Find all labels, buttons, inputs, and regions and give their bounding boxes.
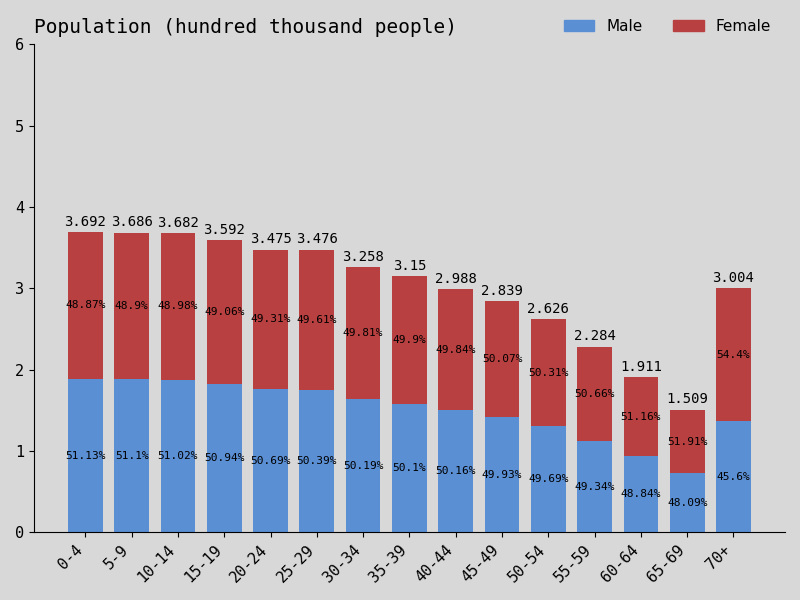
- Text: 49.93%: 49.93%: [482, 470, 522, 480]
- Bar: [623, 457, 658, 532]
- Text: 49.06%: 49.06%: [204, 307, 245, 317]
- Text: 3.692: 3.692: [65, 215, 106, 229]
- Text: 54.4%: 54.4%: [717, 350, 750, 359]
- Text: 3.686: 3.686: [110, 215, 153, 229]
- Bar: [670, 473, 705, 532]
- Text: 3.475: 3.475: [250, 232, 291, 247]
- Bar: [68, 379, 102, 532]
- Text: 2.626: 2.626: [527, 302, 570, 316]
- Text: 3.476: 3.476: [296, 232, 338, 247]
- Text: 49.69%: 49.69%: [528, 475, 569, 484]
- Text: 49.84%: 49.84%: [435, 345, 476, 355]
- Text: 49.61%: 49.61%: [297, 315, 337, 325]
- Text: 3.15: 3.15: [393, 259, 426, 273]
- Text: 50.66%: 50.66%: [574, 389, 615, 398]
- Bar: [161, 233, 195, 380]
- Text: 48.84%: 48.84%: [621, 490, 661, 499]
- Bar: [623, 377, 658, 457]
- Text: 50.07%: 50.07%: [482, 354, 522, 364]
- Bar: [438, 289, 473, 410]
- Text: 51.02%: 51.02%: [158, 451, 198, 461]
- Text: 51.1%: 51.1%: [114, 451, 149, 461]
- Bar: [299, 250, 334, 390]
- Bar: [716, 288, 751, 421]
- Text: 3.004: 3.004: [713, 271, 754, 285]
- Text: 3.258: 3.258: [342, 250, 384, 264]
- Text: 49.81%: 49.81%: [343, 328, 383, 338]
- Text: 50.94%: 50.94%: [204, 453, 245, 463]
- Text: 3.592: 3.592: [203, 223, 245, 237]
- Bar: [578, 347, 612, 441]
- Bar: [161, 380, 195, 532]
- Text: 1.509: 1.509: [666, 392, 708, 406]
- Bar: [207, 383, 242, 532]
- Text: 49.9%: 49.9%: [393, 335, 426, 345]
- Bar: [68, 232, 102, 379]
- Text: Population (hundred thousand people): Population (hundred thousand people): [34, 18, 457, 37]
- Bar: [578, 441, 612, 532]
- Text: 48.98%: 48.98%: [158, 301, 198, 311]
- Bar: [346, 268, 381, 400]
- Bar: [299, 390, 334, 532]
- Bar: [531, 319, 566, 426]
- Bar: [392, 404, 426, 532]
- Text: 51.91%: 51.91%: [667, 437, 707, 446]
- Bar: [485, 301, 519, 417]
- Bar: [253, 389, 288, 532]
- Bar: [438, 410, 473, 532]
- Text: 50.69%: 50.69%: [250, 456, 290, 466]
- Text: 48.09%: 48.09%: [667, 498, 707, 508]
- Text: 51.16%: 51.16%: [621, 412, 661, 422]
- Bar: [346, 400, 381, 532]
- Text: 50.19%: 50.19%: [343, 461, 383, 471]
- Bar: [392, 276, 426, 404]
- Text: 3.682: 3.682: [157, 215, 199, 230]
- Bar: [531, 426, 566, 532]
- Text: 45.6%: 45.6%: [717, 472, 750, 482]
- Text: 2.284: 2.284: [574, 329, 615, 343]
- Text: 50.1%: 50.1%: [393, 463, 426, 473]
- Text: 50.16%: 50.16%: [435, 466, 476, 476]
- Bar: [253, 250, 288, 389]
- Text: 48.9%: 48.9%: [114, 301, 149, 311]
- Text: 1.911: 1.911: [620, 359, 662, 374]
- Text: 2.839: 2.839: [481, 284, 523, 298]
- Bar: [114, 379, 149, 532]
- Text: 51.13%: 51.13%: [65, 451, 106, 461]
- Bar: [670, 410, 705, 473]
- Bar: [716, 421, 751, 532]
- Text: 50.39%: 50.39%: [297, 456, 337, 466]
- Legend: Male, Female: Male, Female: [558, 13, 778, 40]
- Text: 49.34%: 49.34%: [574, 482, 615, 491]
- Bar: [114, 233, 149, 379]
- Text: 2.988: 2.988: [434, 272, 477, 286]
- Text: 48.87%: 48.87%: [65, 301, 106, 310]
- Text: 49.31%: 49.31%: [250, 314, 290, 325]
- Bar: [207, 240, 242, 383]
- Text: 50.31%: 50.31%: [528, 368, 569, 377]
- Bar: [485, 417, 519, 532]
